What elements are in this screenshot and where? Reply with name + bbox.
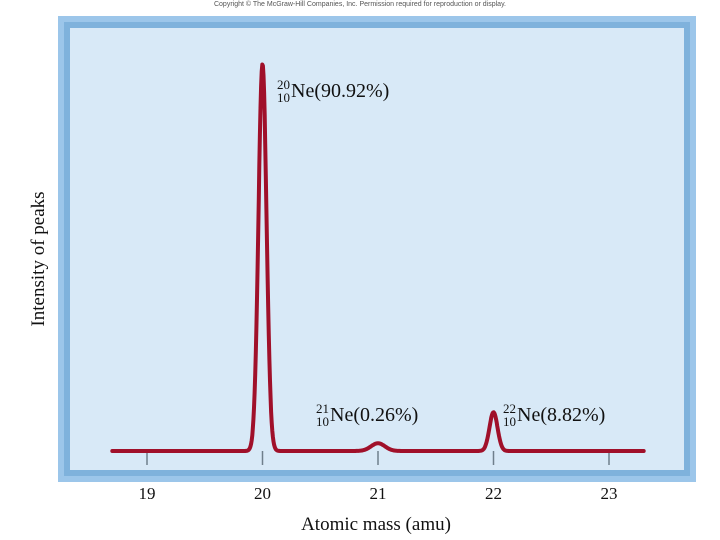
plot-panel — [70, 28, 684, 470]
mass-number: 21 — [316, 401, 329, 416]
abundance: (8.82%) — [540, 404, 606, 426]
element-symbol: Ne — [517, 404, 541, 426]
atomic-number: 10 — [277, 90, 290, 105]
x-tick-label-20: 20 — [254, 484, 271, 503]
peak-label-ne21: 21 10 Ne(0.26%) — [316, 402, 418, 428]
x-tick-label-19: 19 — [139, 484, 156, 503]
x-tick-label-22: 22 — [485, 484, 502, 503]
peak-label-ne20: 20 10 Ne(90.92%) — [277, 78, 389, 104]
x-tick-labels: 19 20 21 22 23 — [139, 484, 618, 503]
x-tick-label-21: 21 — [370, 484, 387, 503]
x-axis-title: Atomic mass (amu) — [301, 514, 451, 535]
abundance: (90.92%) — [314, 80, 390, 102]
peak-label-ne22: 22 10 Ne(8.82%) — [503, 402, 605, 428]
mass-number: 22 — [503, 401, 516, 416]
spectrum-line — [110, 62, 646, 453]
element-symbol: Ne — [330, 404, 354, 426]
atomic-number: 10 — [316, 414, 329, 429]
y-axis-title: Intensity of peaks — [28, 191, 49, 327]
x-ticks — [146, 451, 610, 465]
abundance: (0.26%) — [353, 404, 419, 426]
atomic-number: 10 — [503, 414, 516, 429]
x-tick-label-23: 23 — [601, 484, 618, 503]
element-symbol: Ne — [291, 80, 315, 102]
mass-number: 20 — [277, 77, 290, 92]
copyright-notice: Copyright © The McGraw-Hill Companies, I… — [213, 1, 506, 8]
